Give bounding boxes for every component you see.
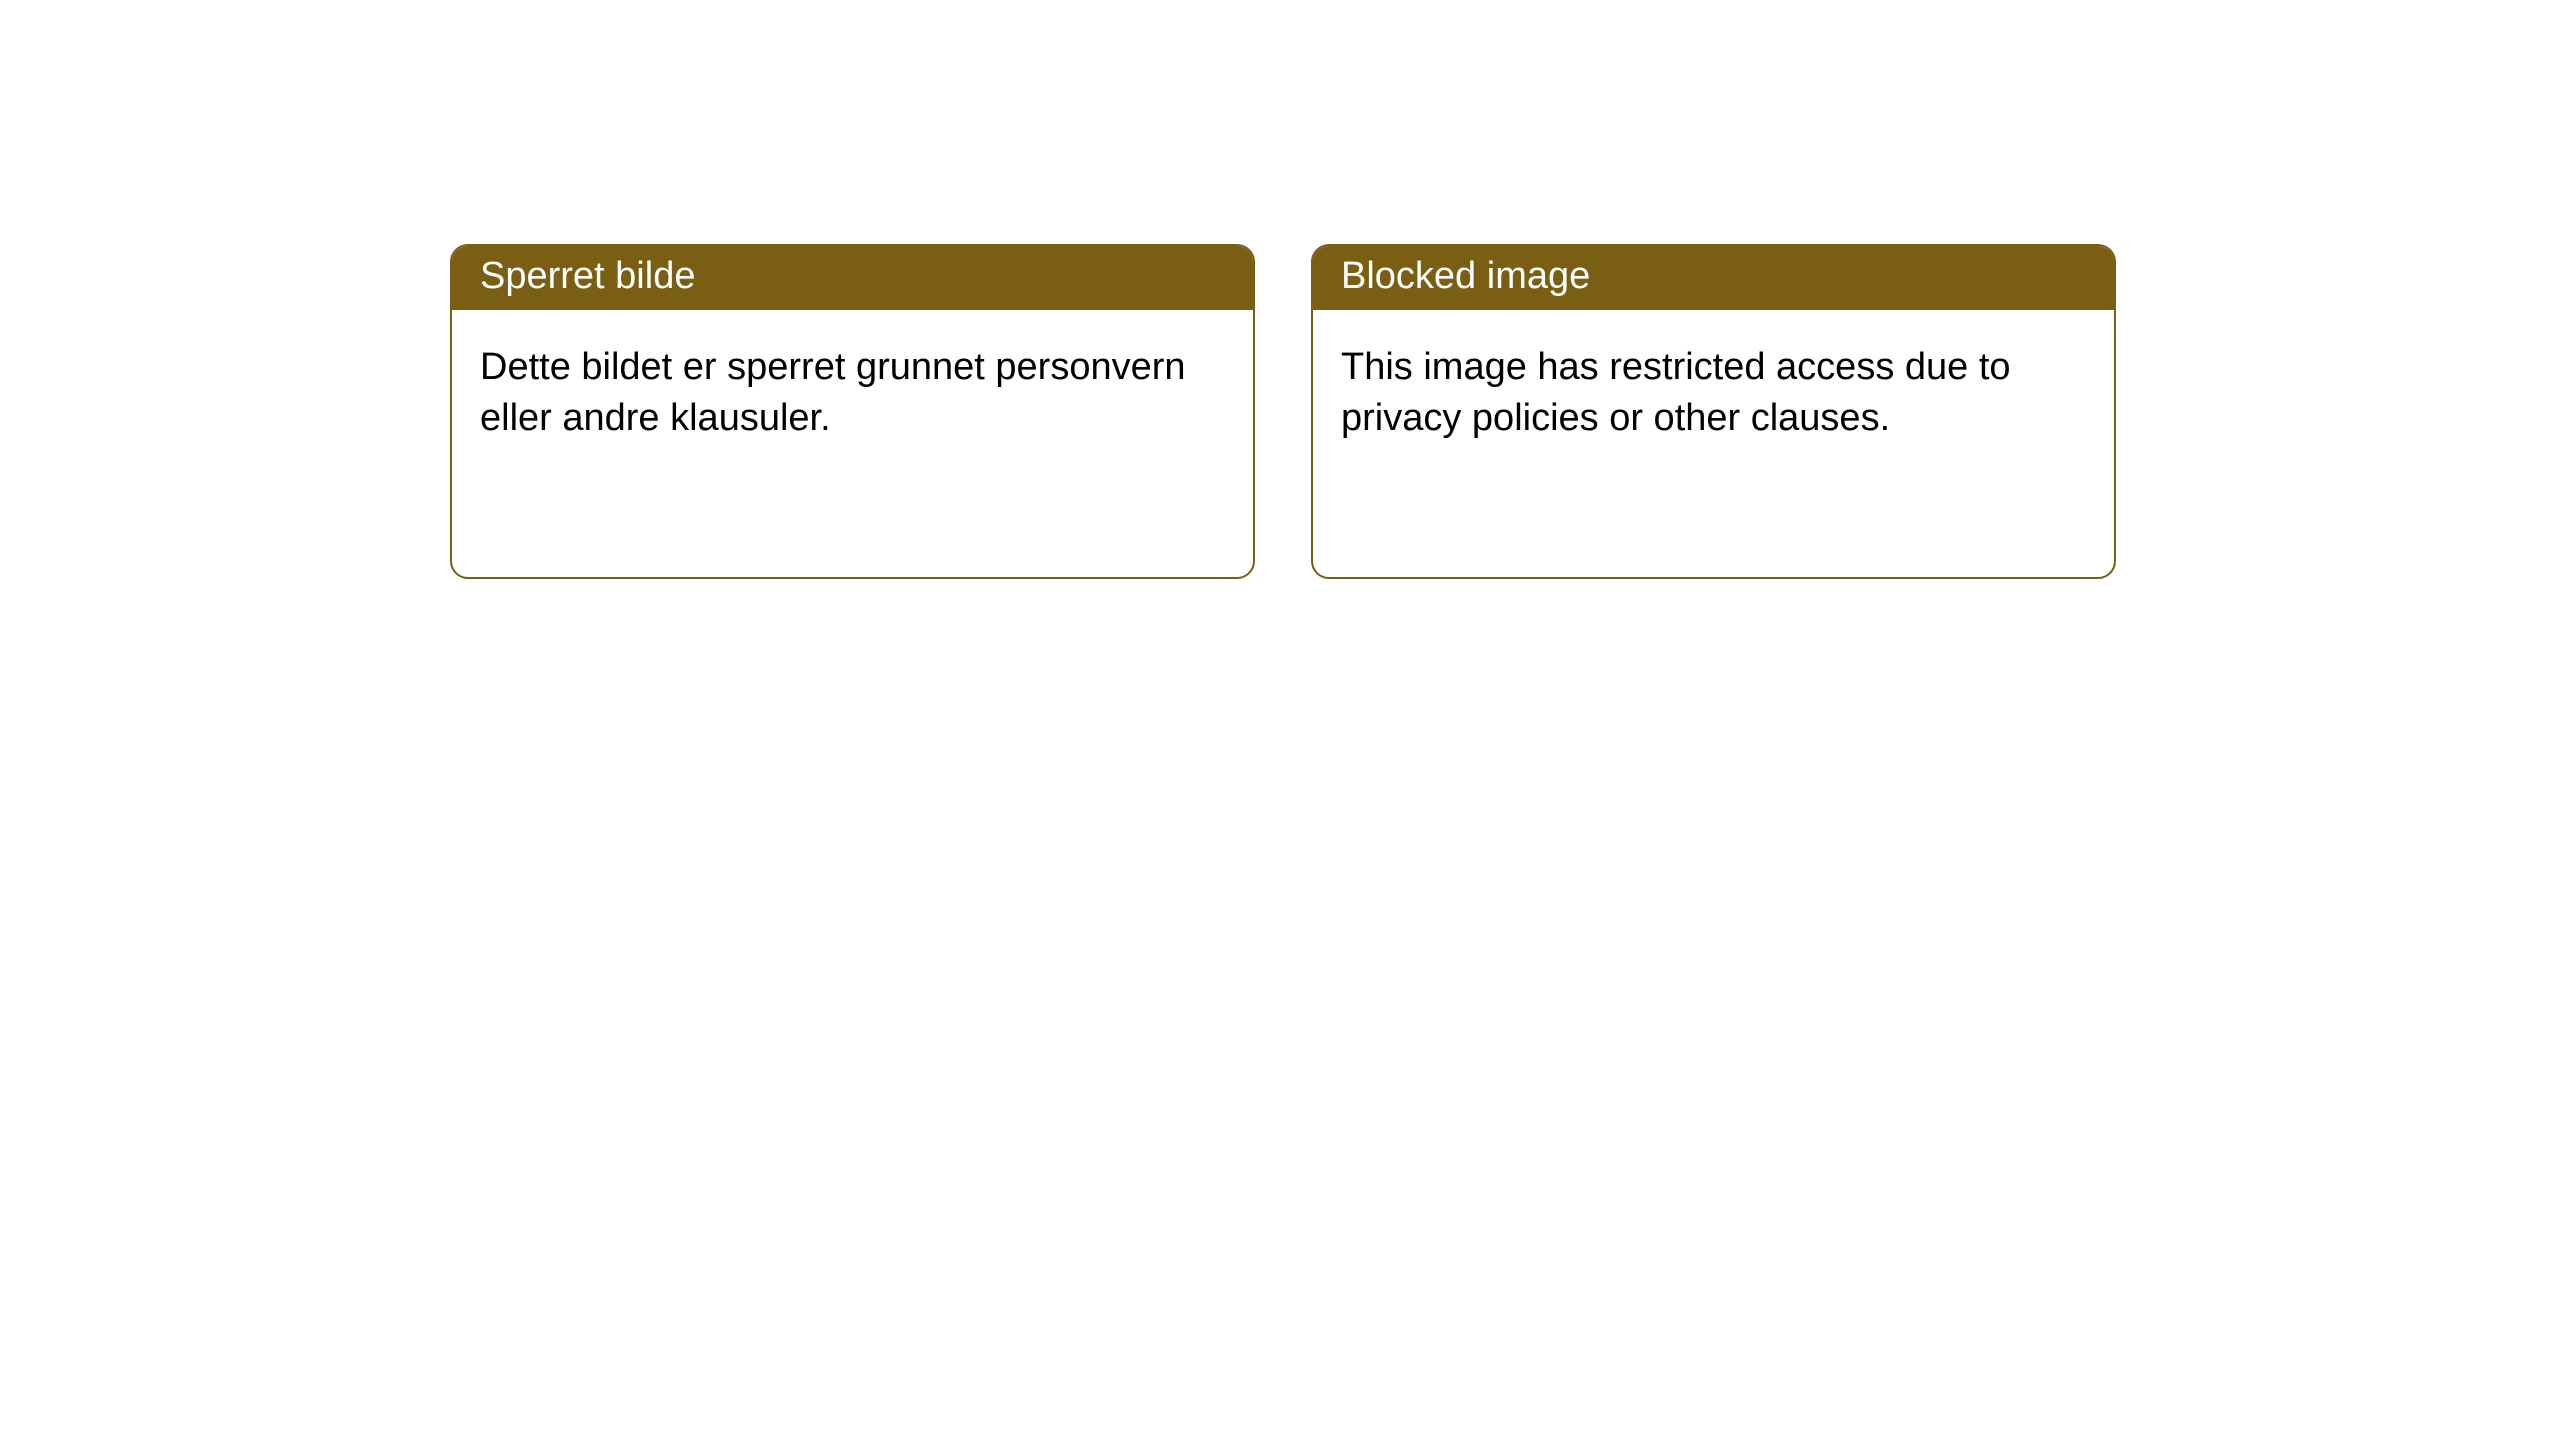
blocked-image-card-en: Blocked image This image has restricted … — [1311, 244, 2116, 579]
notice-container: Sperret bilde Dette bildet er sperret gr… — [0, 0, 2560, 579]
card-body: This image has restricted access due to … — [1313, 310, 2114, 477]
card-body: Dette bildet er sperret grunnet personve… — [452, 310, 1253, 477]
card-header: Blocked image — [1313, 246, 2114, 310]
blocked-image-card-no: Sperret bilde Dette bildet er sperret gr… — [450, 244, 1255, 579]
card-header: Sperret bilde — [452, 246, 1253, 310]
